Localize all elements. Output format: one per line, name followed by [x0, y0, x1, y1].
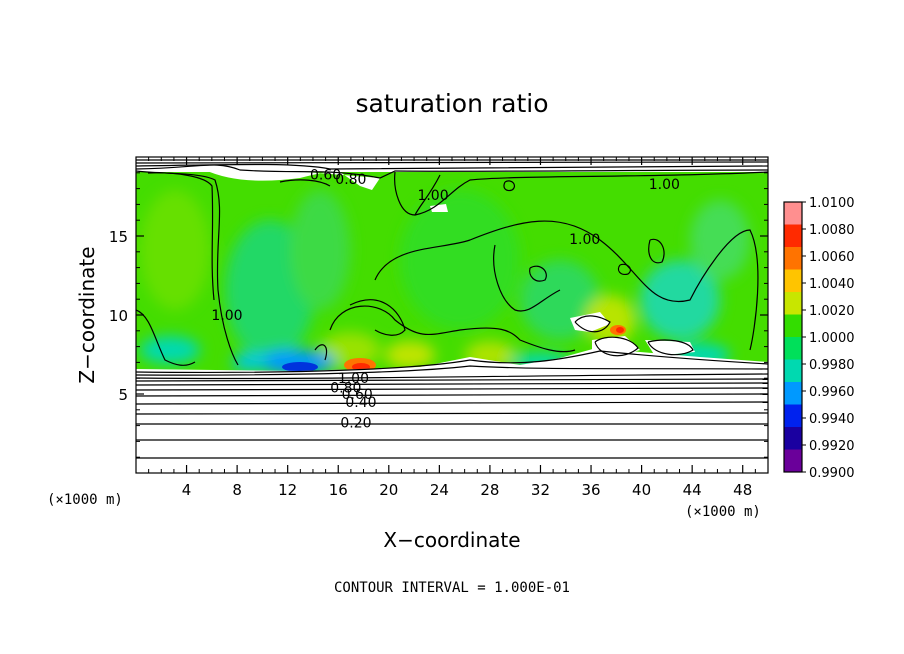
- heatmap-field: 0.600.80 1.001.001.001.001.000.800.600.40…: [136, 157, 768, 473]
- x-tick-label: 8: [232, 481, 242, 499]
- colorbar-tick-label: 1.0020: [809, 304, 855, 319]
- x-tick-label: 44: [683, 481, 702, 499]
- colorbar-swatch: [784, 314, 802, 338]
- colorbar-tick-label: 0.9960: [809, 385, 855, 400]
- colorbar-swatch: [784, 202, 802, 225]
- contour-label: 1.00: [569, 232, 600, 248]
- x-tick-label: 24: [430, 481, 449, 499]
- colorbar-tick-label: 0.9940: [809, 412, 855, 427]
- contour-label: 0.60: [310, 167, 341, 183]
- colorbar-tick-label: 0.9920: [809, 439, 855, 454]
- colorbar: 1.0100 1.0080 1.0060 1.0040 1.0020 1.0000 0.99…: [783, 196, 855, 481]
- contour-label: 1.00: [338, 371, 369, 387]
- x-tick-label: 48: [733, 481, 752, 499]
- colorbar-swatch: [784, 292, 802, 315]
- colorbar-tick-label: 1.0080: [809, 223, 855, 238]
- colorbar-tick-label: 1.0060: [809, 250, 855, 265]
- x-tick-label: 20: [379, 481, 398, 499]
- contour-label: 1.00: [211, 308, 242, 324]
- colorbar-swatch: [784, 269, 802, 293]
- x-tick-label: 28: [480, 481, 499, 499]
- contour-label: 1.00: [417, 188, 448, 204]
- contour-label: 0.40: [345, 395, 376, 411]
- x-tick-label: 16: [329, 481, 348, 499]
- y-tick-label: 5: [118, 386, 128, 404]
- colorbar-swatch: [784, 427, 802, 450]
- chart-title: saturation ratio: [355, 89, 548, 118]
- colorbar-swatch: [784, 449, 802, 473]
- x-axis: 4 8 12 16 20 24 28 32 36 40 44 48: [148, 157, 756, 499]
- y-axis-label: Z−coordinate: [75, 246, 99, 383]
- x-axis-label: X−coordinate: [383, 528, 520, 552]
- y-axis: 5 10 15: [109, 172, 768, 458]
- x-tick-label: 40: [632, 481, 651, 499]
- x-tick-label: 32: [531, 481, 550, 499]
- y-unit-label: (×1000 m): [47, 492, 123, 508]
- colorbar-tick-label: 0.9900: [809, 466, 855, 481]
- colorbar-swatch: [784, 359, 802, 383]
- colorbar-tick-label: 0.9980: [809, 358, 855, 373]
- colorbar-tick-label: 1.0040: [809, 277, 855, 292]
- colorbar-tick-label: 1.0000: [809, 331, 855, 346]
- colorbar-tick-label: 1.0100: [809, 196, 855, 211]
- x-tick-label: 36: [581, 481, 600, 499]
- contour-label: 1.00: [649, 177, 680, 193]
- colorbar-swatch: [784, 404, 802, 428]
- y-tick-label: 15: [109, 228, 128, 246]
- x-tick-label: 4: [182, 481, 192, 499]
- colorbar-swatch: [784, 337, 802, 360]
- colorbar-swatch: [784, 247, 802, 270]
- contour-label: 0.80: [330, 381, 361, 397]
- contour-label: 0.20: [340, 415, 371, 431]
- x-unit-label: (×1000 m): [685, 504, 761, 520]
- contour-label: 0.60: [342, 387, 373, 403]
- x-tick-label: 12: [278, 481, 297, 499]
- y-tick-label: 10: [109, 307, 128, 325]
- contour-label: 0.80: [335, 172, 366, 188]
- contour-interval-note: CONTOUR INTERVAL = 1.000E-01: [334, 580, 570, 596]
- colorbar-swatch: [784, 382, 802, 405]
- colorbar-swatch: [784, 224, 802, 248]
